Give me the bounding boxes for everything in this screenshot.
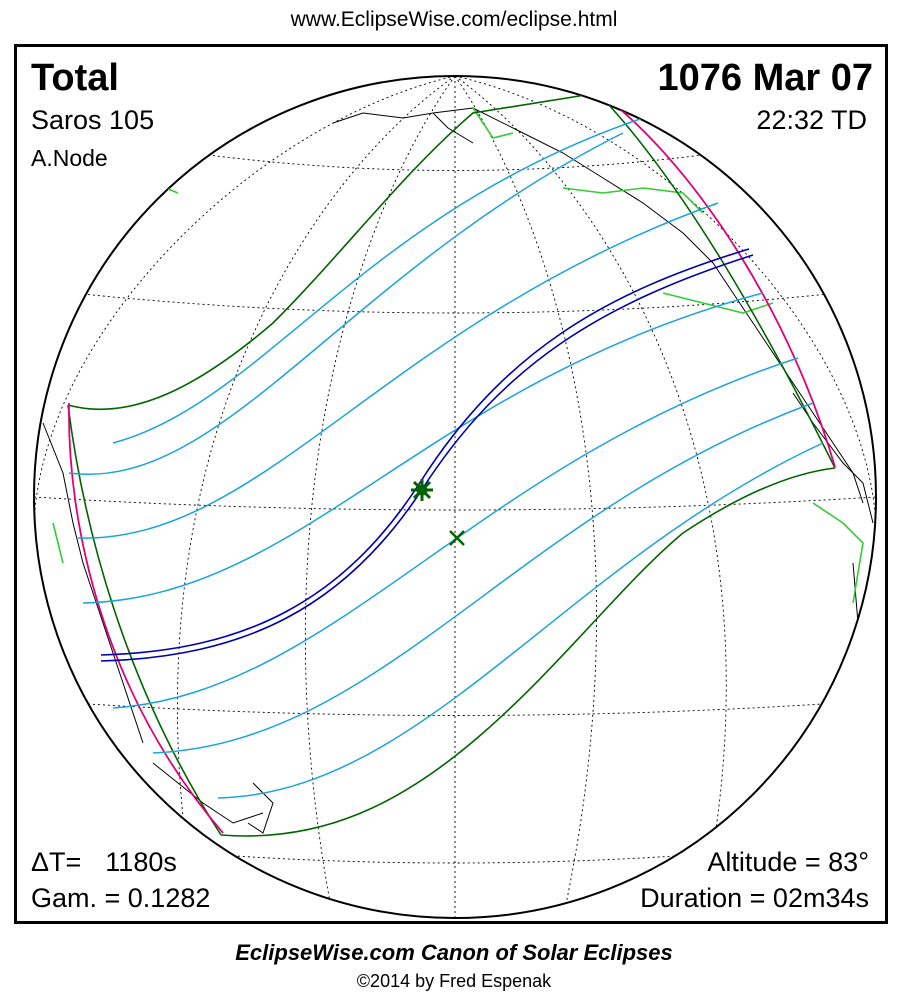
footer-copyright: ©2014 by Fred Espenak	[356, 971, 552, 991]
southern-limit	[220, 467, 836, 837]
magnitude-line	[112, 117, 644, 444]
delta-t: ΔT= 1180s	[31, 847, 177, 878]
eclipse-type: Total	[31, 57, 119, 99]
magnitude-line	[112, 357, 799, 709]
coastline-highlight	[562, 187, 704, 214]
sunrise-curve	[68, 402, 224, 834]
sunset-curve	[602, 94, 836, 468]
penumbra-limits	[67, 92, 836, 837]
altitude-value: Altitude = 83°	[707, 847, 869, 877]
footer-title: EclipseWise.com Canon of Solar Eclipses	[235, 940, 673, 965]
meridian-line	[454, 76, 727, 904]
duration-value: Duration = 02m34s	[640, 883, 869, 913]
rise-set-curves	[68, 94, 836, 834]
magnitude-line	[77, 202, 719, 539]
saros-number: Saros 105	[31, 105, 155, 135]
northern-limit	[67, 92, 599, 411]
magnitude-lines	[68, 117, 824, 799]
coastline-alaska	[332, 112, 474, 144]
parallel-line	[72, 702, 839, 716]
coastline-highlight	[52, 522, 64, 564]
magnitude-line	[217, 442, 824, 799]
coastline-highlight	[472, 107, 514, 139]
node-label: A.Node	[31, 145, 108, 171]
x-icon	[449, 530, 465, 546]
coastline-highlights	[52, 107, 864, 604]
coastline-highlight	[812, 502, 864, 604]
meridian-line	[454, 76, 597, 918]
coastline-highlight	[662, 292, 774, 314]
delta-t-value: 1180s	[105, 847, 177, 877]
eclipse-map	[33, 75, 877, 919]
parallel-line	[34, 496, 876, 511]
star-icon	[411, 479, 433, 501]
gamma-value: Gam. = 0.1282	[31, 883, 211, 913]
east-boundary	[597, 92, 836, 469]
source-url[interactable]: www.EclipseWise.com/eclipse.html	[290, 8, 618, 31]
delta-t-label: ΔT=	[31, 847, 82, 877]
magnitude-line	[68, 132, 624, 476]
map-frame: Total 1076 Mar 07 Saros 105 22:32 TD A.N…	[14, 44, 888, 924]
coastline-asia	[42, 422, 144, 744]
meridian-line	[34, 76, 456, 524]
meridian-line	[454, 76, 876, 524]
eclipse-time: 22:32 TD	[756, 105, 867, 135]
magnitude-line	[82, 292, 764, 604]
magnitude-line	[152, 402, 814, 754]
graticule	[34, 76, 876, 918]
eclipse-date: 1076 Mar 07	[657, 57, 874, 99]
coastline-australia	[152, 762, 264, 824]
west-boundary	[67, 404, 222, 836]
